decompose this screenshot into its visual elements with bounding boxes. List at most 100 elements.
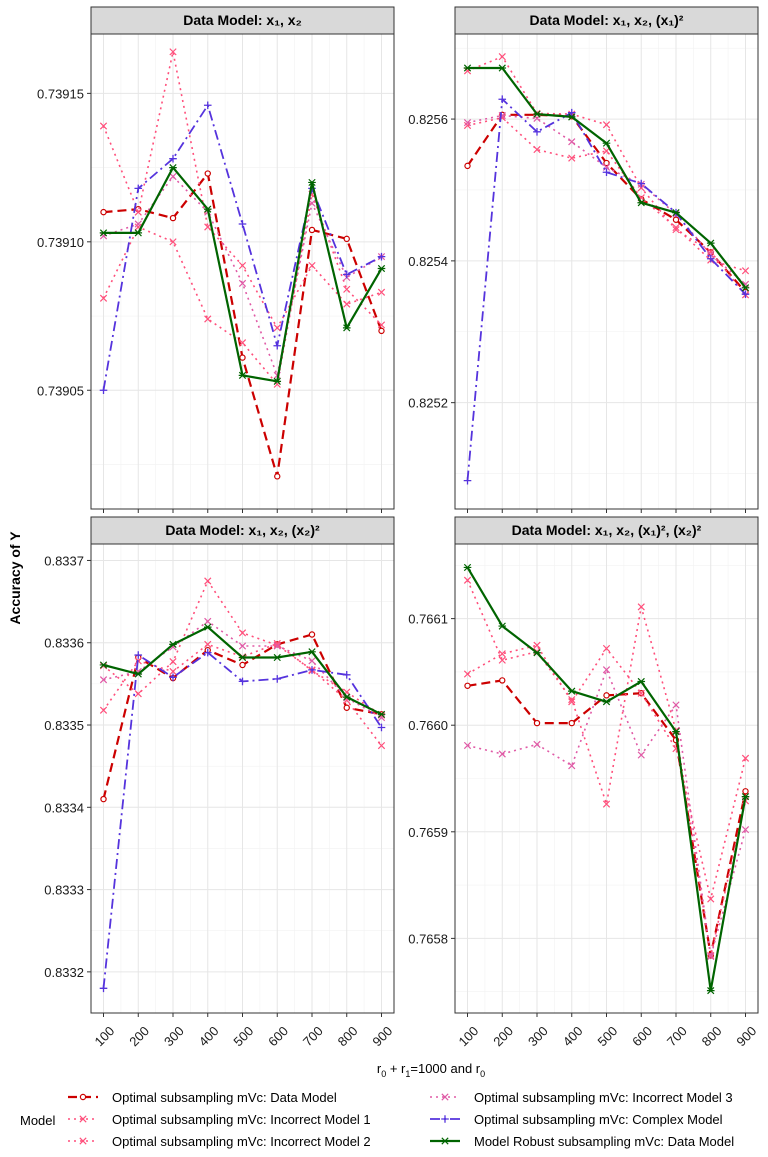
legend-marker bbox=[441, 1093, 449, 1101]
data-point bbox=[706, 239, 715, 247]
x-tick-label: 200 bbox=[126, 1023, 152, 1049]
data-point bbox=[169, 154, 177, 163]
panel-border bbox=[90, 543, 395, 1014]
legend-item: Optimal subsampling mVc: Data Model bbox=[68, 1090, 337, 1105]
data-point bbox=[463, 476, 472, 485]
series-line bbox=[102, 104, 382, 391]
data-point bbox=[238, 279, 247, 287]
data-point bbox=[498, 650, 506, 658]
data-point bbox=[343, 235, 350, 243]
data-point bbox=[273, 675, 282, 683]
panel-2: Data Model: x₁, x₂, (x₁)² 0.8252 0.8254 0.8… bbox=[408, 6, 759, 513]
data-point bbox=[377, 264, 386, 273]
x-tick-label: 200 bbox=[490, 1023, 516, 1049]
y-tick-label: 0.7658 bbox=[408, 931, 448, 946]
data-point bbox=[463, 576, 472, 584]
data-point bbox=[603, 159, 610, 167]
data-point bbox=[273, 653, 282, 662]
data-point bbox=[499, 677, 506, 684]
data-point bbox=[567, 108, 576, 117]
data-point bbox=[706, 254, 715, 263]
legend-marker bbox=[441, 1137, 449, 1145]
y-tick-label: 0.7661 bbox=[408, 612, 448, 627]
data-point bbox=[498, 656, 506, 664]
data-point bbox=[308, 199, 316, 207]
legend-title: Model bbox=[20, 1113, 56, 1128]
data-point bbox=[203, 623, 212, 631]
data-point bbox=[377, 713, 386, 722]
legend-item: Model Robust subsampling mVc: Data Model bbox=[430, 1134, 734, 1149]
data-point bbox=[169, 48, 177, 56]
data-point bbox=[342, 671, 351, 679]
data-point bbox=[377, 710, 386, 718]
data-point bbox=[204, 170, 211, 177]
series-line bbox=[102, 193, 383, 386]
data-point bbox=[498, 95, 507, 104]
data-point bbox=[706, 986, 715, 995]
legend-label: Optimal subsampling mVc: Data Model bbox=[112, 1090, 337, 1105]
data-point bbox=[134, 670, 143, 678]
data-point bbox=[498, 53, 506, 61]
data-point bbox=[463, 118, 472, 127]
data-point bbox=[343, 704, 350, 711]
x-tick-label: 100 bbox=[455, 1023, 481, 1049]
data-point bbox=[603, 692, 610, 699]
series-line bbox=[102, 580, 383, 747]
data-point bbox=[377, 252, 386, 261]
data-point bbox=[134, 184, 143, 193]
legend-item: Optimal subsampling mVc: Incorrect Model… bbox=[68, 1112, 371, 1127]
data-point bbox=[463, 563, 472, 572]
data-point bbox=[238, 261, 247, 270]
data-point bbox=[463, 121, 472, 130]
data-point bbox=[203, 648, 212, 657]
series-layer bbox=[463, 563, 750, 995]
x-axis-title: r0 + r1=1000 and r0 bbox=[377, 1061, 485, 1079]
data-point bbox=[741, 826, 750, 834]
data-point bbox=[637, 689, 645, 697]
data-point bbox=[308, 657, 316, 665]
legend-label: Optimal subsampling mVc: Incorrect Model… bbox=[112, 1112, 371, 1127]
data-point bbox=[100, 208, 107, 216]
data-point bbox=[169, 673, 177, 682]
data-point bbox=[533, 740, 541, 749]
data-point bbox=[707, 951, 715, 960]
data-point bbox=[308, 666, 316, 674]
x-tick-label: 400 bbox=[560, 1023, 586, 1049]
legend: Model Optimal subsampling mVc: Data Mode… bbox=[20, 1090, 734, 1149]
data-point bbox=[464, 682, 471, 689]
y-tick-label: 0.7659 bbox=[408, 825, 448, 840]
data-point bbox=[169, 238, 177, 246]
data-point bbox=[707, 952, 715, 961]
data-point bbox=[377, 723, 386, 732]
y-axis-title: Accuracy of Y bbox=[7, 531, 23, 625]
data-point bbox=[99, 984, 108, 993]
data-point bbox=[533, 649, 541, 657]
data-point bbox=[378, 327, 385, 335]
data-point bbox=[741, 267, 750, 275]
data-point bbox=[377, 741, 386, 750]
data-point bbox=[169, 640, 177, 649]
data-point bbox=[463, 64, 472, 72]
data-point bbox=[273, 324, 281, 332]
data-point bbox=[308, 631, 316, 638]
data-point bbox=[204, 640, 212, 649]
data-point bbox=[342, 324, 351, 332]
data-point bbox=[238, 339, 247, 347]
x-tick-label: 300 bbox=[525, 1023, 551, 1049]
series-layer bbox=[99, 48, 386, 480]
data-point bbox=[134, 208, 142, 216]
data-point bbox=[204, 617, 212, 625]
series-line bbox=[103, 175, 382, 377]
data-point bbox=[498, 622, 507, 630]
data-point bbox=[238, 653, 247, 662]
data-point bbox=[169, 658, 177, 666]
data-point bbox=[672, 216, 680, 223]
panel-border bbox=[454, 33, 759, 510]
panel-1: Data Model: x₁, x₂ 0.73905 0.73910 0.73915 bbox=[37, 6, 395, 513]
x-tick-label: 400 bbox=[196, 1023, 222, 1049]
series-line bbox=[467, 116, 746, 272]
series-layer bbox=[99, 577, 386, 993]
x-tick-label: 800 bbox=[699, 1023, 725, 1049]
